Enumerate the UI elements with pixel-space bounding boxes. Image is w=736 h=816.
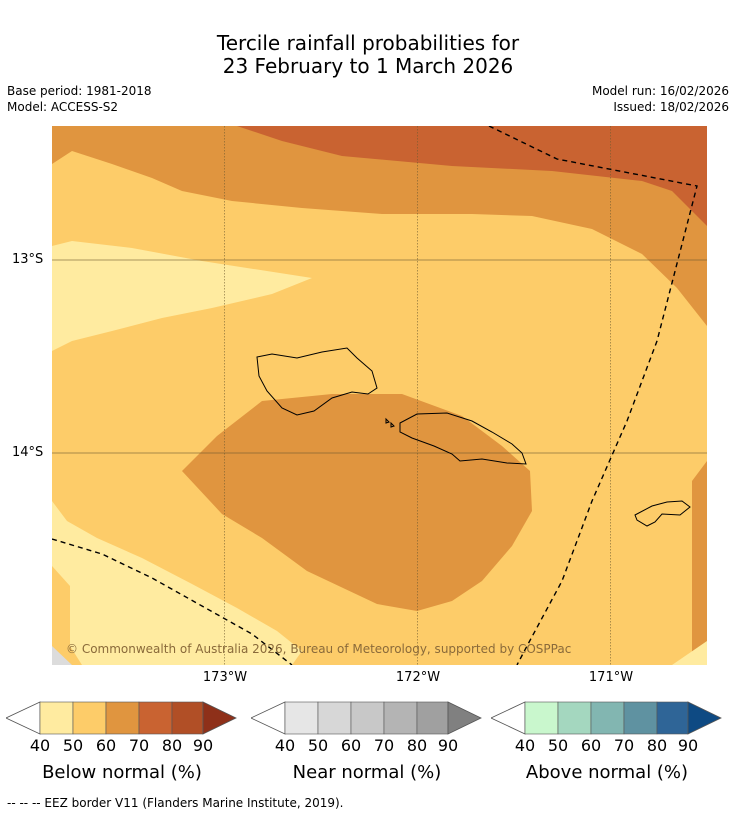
legend-title-below: Below normal (%): [42, 762, 202, 783]
issued-date: Issued: 18/02/2026: [613, 100, 729, 114]
cbar-near-tick-80: 80: [406, 736, 428, 755]
cbar-above-tick-80: 80: [646, 736, 668, 755]
cbar-near-40-50: [284, 701, 319, 735]
lat-label-13s: 13°S: [12, 252, 44, 267]
chart-title-line2: 23 February to 1 March 2026: [222, 54, 514, 78]
islands: [256, 347, 691, 527]
cbar-below-tick-60: 60: [95, 736, 117, 755]
cbar-near-tick-70: 70: [373, 736, 395, 755]
cbar-above-tick-70: 70: [613, 736, 635, 755]
copyright-text: © Commonwealth of Australia 2026, Bureau…: [66, 642, 571, 656]
legend-title-above: Above normal (%): [525, 762, 689, 783]
cbar-above-70-80: [623, 701, 658, 735]
model-name: Model: ACCESS-S2: [7, 100, 119, 114]
colorbar-near: [251, 701, 482, 735]
eez-border-east: [488, 126, 698, 665]
cbar-below-60-70: [105, 701, 140, 735]
cbar-near-60-70: [350, 701, 385, 735]
lon-label-172w: 172°W: [395, 670, 441, 685]
zone-40-50-south: [52, 501, 302, 665]
chart-title-line1: Tercile rainfall probabilities for: [216, 31, 520, 55]
cbar-above-high-triangle: [687, 701, 722, 735]
colorbar-below: [6, 701, 237, 735]
eez-footnote: -- -- -- EEZ border V11 (Flanders Marine…: [7, 796, 344, 810]
cbar-near-low-triangle: [251, 701, 286, 735]
zone-40-50-west: [52, 241, 312, 351]
cbar-above-tick-60: 60: [580, 736, 602, 755]
tutuila-island: [634, 500, 691, 527]
legend-title-near: Near normal (%): [292, 762, 442, 783]
eez-border: [52, 126, 698, 665]
cbar-below-high-triangle: [202, 701, 237, 735]
cbar-above-60-70: [590, 701, 625, 735]
cbar-near-70-80: [383, 701, 418, 735]
cbar-below-70-80: [138, 701, 173, 735]
apolima-island: [385, 417, 390, 424]
cbar-below-tick-70: 70: [128, 736, 150, 755]
cbar-below-40-50: [39, 701, 74, 735]
zone-70-80: [237, 126, 707, 226]
cbar-near-tick-50: 50: [307, 736, 329, 755]
cbar-above-40-50: [524, 701, 559, 735]
cbar-near-80-90: [416, 701, 449, 735]
cbar-below-tick-80: 80: [161, 736, 183, 755]
cbar-above-tick-40: 40: [514, 736, 536, 755]
cbar-above-50-60: [557, 701, 592, 735]
upolu-island: [399, 412, 527, 465]
cbar-below-tick-90: 90: [192, 736, 214, 755]
lat-label-14s: 14°S: [12, 445, 44, 460]
cbar-below-tick-40: 40: [29, 736, 51, 755]
lon-label-173w: 173°W: [202, 670, 248, 685]
model-run: Model run: 16/02/2026: [591, 84, 729, 98]
manono-island: [390, 421, 395, 428]
cbar-near-tick-60: 60: [340, 736, 362, 755]
zone-40-50-southeast: [672, 641, 707, 665]
cbar-below-80-90: [171, 701, 204, 735]
probability-map: © Commonwealth of Australia 2026, Bureau…: [52, 126, 707, 665]
zone-near-corner: [52, 646, 72, 665]
cbar-above-tick-90: 90: [677, 736, 699, 755]
cbar-below-low-triangle: [6, 701, 41, 735]
cbar-above-80-90: [656, 701, 689, 735]
savaii-island: [256, 347, 378, 416]
cbar-below-50-60: [72, 701, 107, 735]
map-svg: © Commonwealth of Australia 2026, Bureau…: [52, 126, 707, 665]
cbar-below-tick-50: 50: [62, 736, 84, 755]
cbar-above-low-triangle: [491, 701, 526, 735]
cbar-near-tick-90: 90: [437, 736, 459, 755]
colorbar-above: [491, 701, 722, 735]
cbar-near-50-60: [317, 701, 352, 735]
eez-border-south: [52, 538, 293, 665]
lon-label-171w: 171°W: [588, 670, 634, 685]
cbar-near-high-triangle: [447, 701, 482, 735]
cbar-near-tick-40: 40: [274, 736, 296, 755]
cbar-above-tick-50: 50: [547, 736, 569, 755]
base-period: Base period: 1981-2018: [7, 84, 152, 98]
